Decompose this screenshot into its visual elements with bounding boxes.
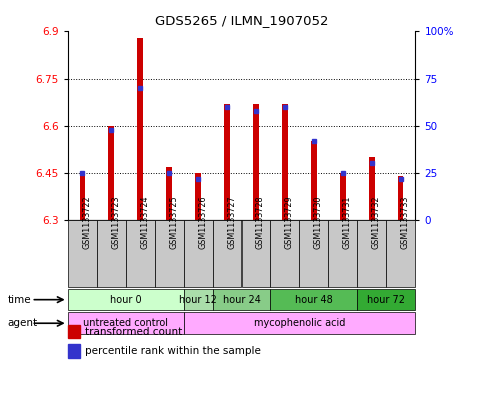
Text: GSM1133726: GSM1133726 <box>198 195 207 249</box>
Bar <box>312 141 316 220</box>
Text: hour 24: hour 24 <box>223 295 260 305</box>
Bar <box>68 220 97 287</box>
Bar <box>68 312 184 334</box>
Bar <box>213 220 242 287</box>
Bar <box>155 220 184 287</box>
Bar <box>328 220 357 287</box>
Text: hour 12: hour 12 <box>179 295 217 305</box>
Text: GSM1133727: GSM1133727 <box>227 195 236 249</box>
Bar <box>68 325 80 338</box>
Bar <box>196 173 200 220</box>
Text: percentile rank within the sample: percentile rank within the sample <box>85 346 261 356</box>
Text: GSM1133731: GSM1133731 <box>343 195 352 249</box>
Bar <box>68 289 184 310</box>
Bar <box>270 220 299 287</box>
Text: GSM1133730: GSM1133730 <box>314 195 323 249</box>
Bar <box>398 176 403 220</box>
Bar <box>341 173 345 220</box>
Bar <box>126 220 155 287</box>
Bar <box>270 289 357 310</box>
Text: agent: agent <box>7 318 37 328</box>
Bar <box>68 344 80 358</box>
Text: GSM1133725: GSM1133725 <box>169 195 178 249</box>
Bar <box>254 104 258 220</box>
Text: hour 72: hour 72 <box>368 295 405 305</box>
Text: GSM1133728: GSM1133728 <box>256 195 265 249</box>
Bar <box>109 126 114 220</box>
Text: GSM1133733: GSM1133733 <box>401 195 410 249</box>
Text: GSM1133729: GSM1133729 <box>285 195 294 249</box>
Bar <box>299 220 328 287</box>
Bar <box>184 312 415 334</box>
Text: GDS5265 / ILMN_1907052: GDS5265 / ILMN_1907052 <box>155 14 328 27</box>
Bar <box>80 173 85 220</box>
Bar <box>369 157 374 220</box>
Text: time: time <box>7 295 31 305</box>
Bar <box>357 289 415 310</box>
Text: GSM1133723: GSM1133723 <box>111 195 120 249</box>
Text: GSM1133732: GSM1133732 <box>372 195 381 249</box>
Bar <box>242 220 270 287</box>
Bar <box>97 220 126 287</box>
Bar <box>357 220 386 287</box>
Text: GSM1133722: GSM1133722 <box>82 195 91 249</box>
Bar <box>213 289 270 310</box>
Bar <box>386 220 415 287</box>
Bar <box>184 289 213 310</box>
Bar <box>167 167 171 220</box>
Bar <box>184 220 213 287</box>
Bar <box>138 38 142 220</box>
Text: untreated control: untreated control <box>83 318 168 328</box>
Bar <box>283 104 287 220</box>
Text: hour 48: hour 48 <box>295 295 333 305</box>
Text: mycophenolic acid: mycophenolic acid <box>254 318 345 328</box>
Bar <box>225 104 229 220</box>
Text: hour 0: hour 0 <box>110 295 142 305</box>
Text: transformed count: transformed count <box>85 327 182 336</box>
Text: GSM1133724: GSM1133724 <box>140 195 149 249</box>
